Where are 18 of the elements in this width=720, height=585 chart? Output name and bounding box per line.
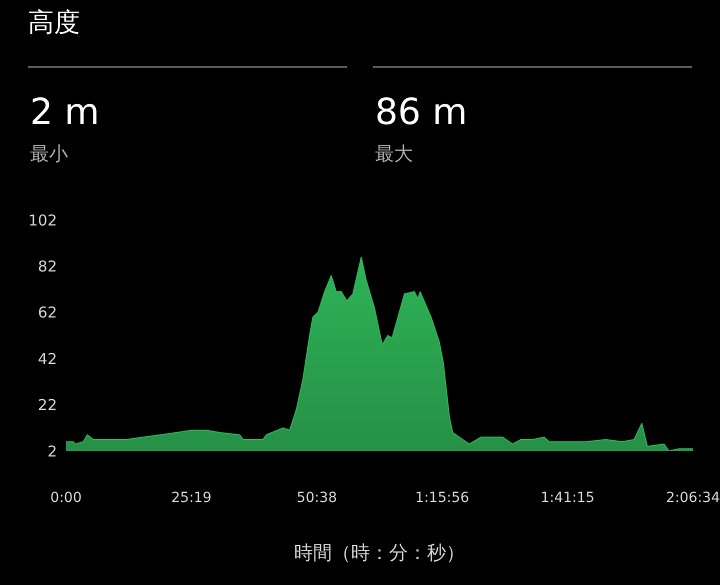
text: 最大 bbox=[375, 143, 413, 165]
x-tick-label: 1:41:15 bbox=[540, 490, 595, 506]
chart-title: 高度 bbox=[28, 8, 80, 38]
x-axis-title: 時間（時：分：秒） bbox=[294, 542, 465, 564]
x-tick-label: 1:15:56 bbox=[415, 490, 470, 506]
y-tick-label: 82 bbox=[38, 257, 57, 276]
x-tick-label: 0:00 bbox=[50, 490, 82, 506]
y-tick-label: 102 bbox=[28, 211, 57, 230]
text: 86 m bbox=[375, 92, 468, 133]
y-tick-label: 62 bbox=[38, 304, 57, 322]
y-tick-label: 2 bbox=[47, 442, 57, 460]
text: 2 m bbox=[30, 92, 100, 133]
x-tick-label: 2:06:34 bbox=[666, 490, 720, 506]
x-tick-label: 25:19 bbox=[171, 490, 212, 506]
x-tick-label: 50:38 bbox=[296, 490, 338, 506]
y-tick-label: 42 bbox=[38, 350, 57, 368]
text: 最小 bbox=[30, 143, 68, 165]
y-tick-label: 22 bbox=[38, 396, 57, 414]
